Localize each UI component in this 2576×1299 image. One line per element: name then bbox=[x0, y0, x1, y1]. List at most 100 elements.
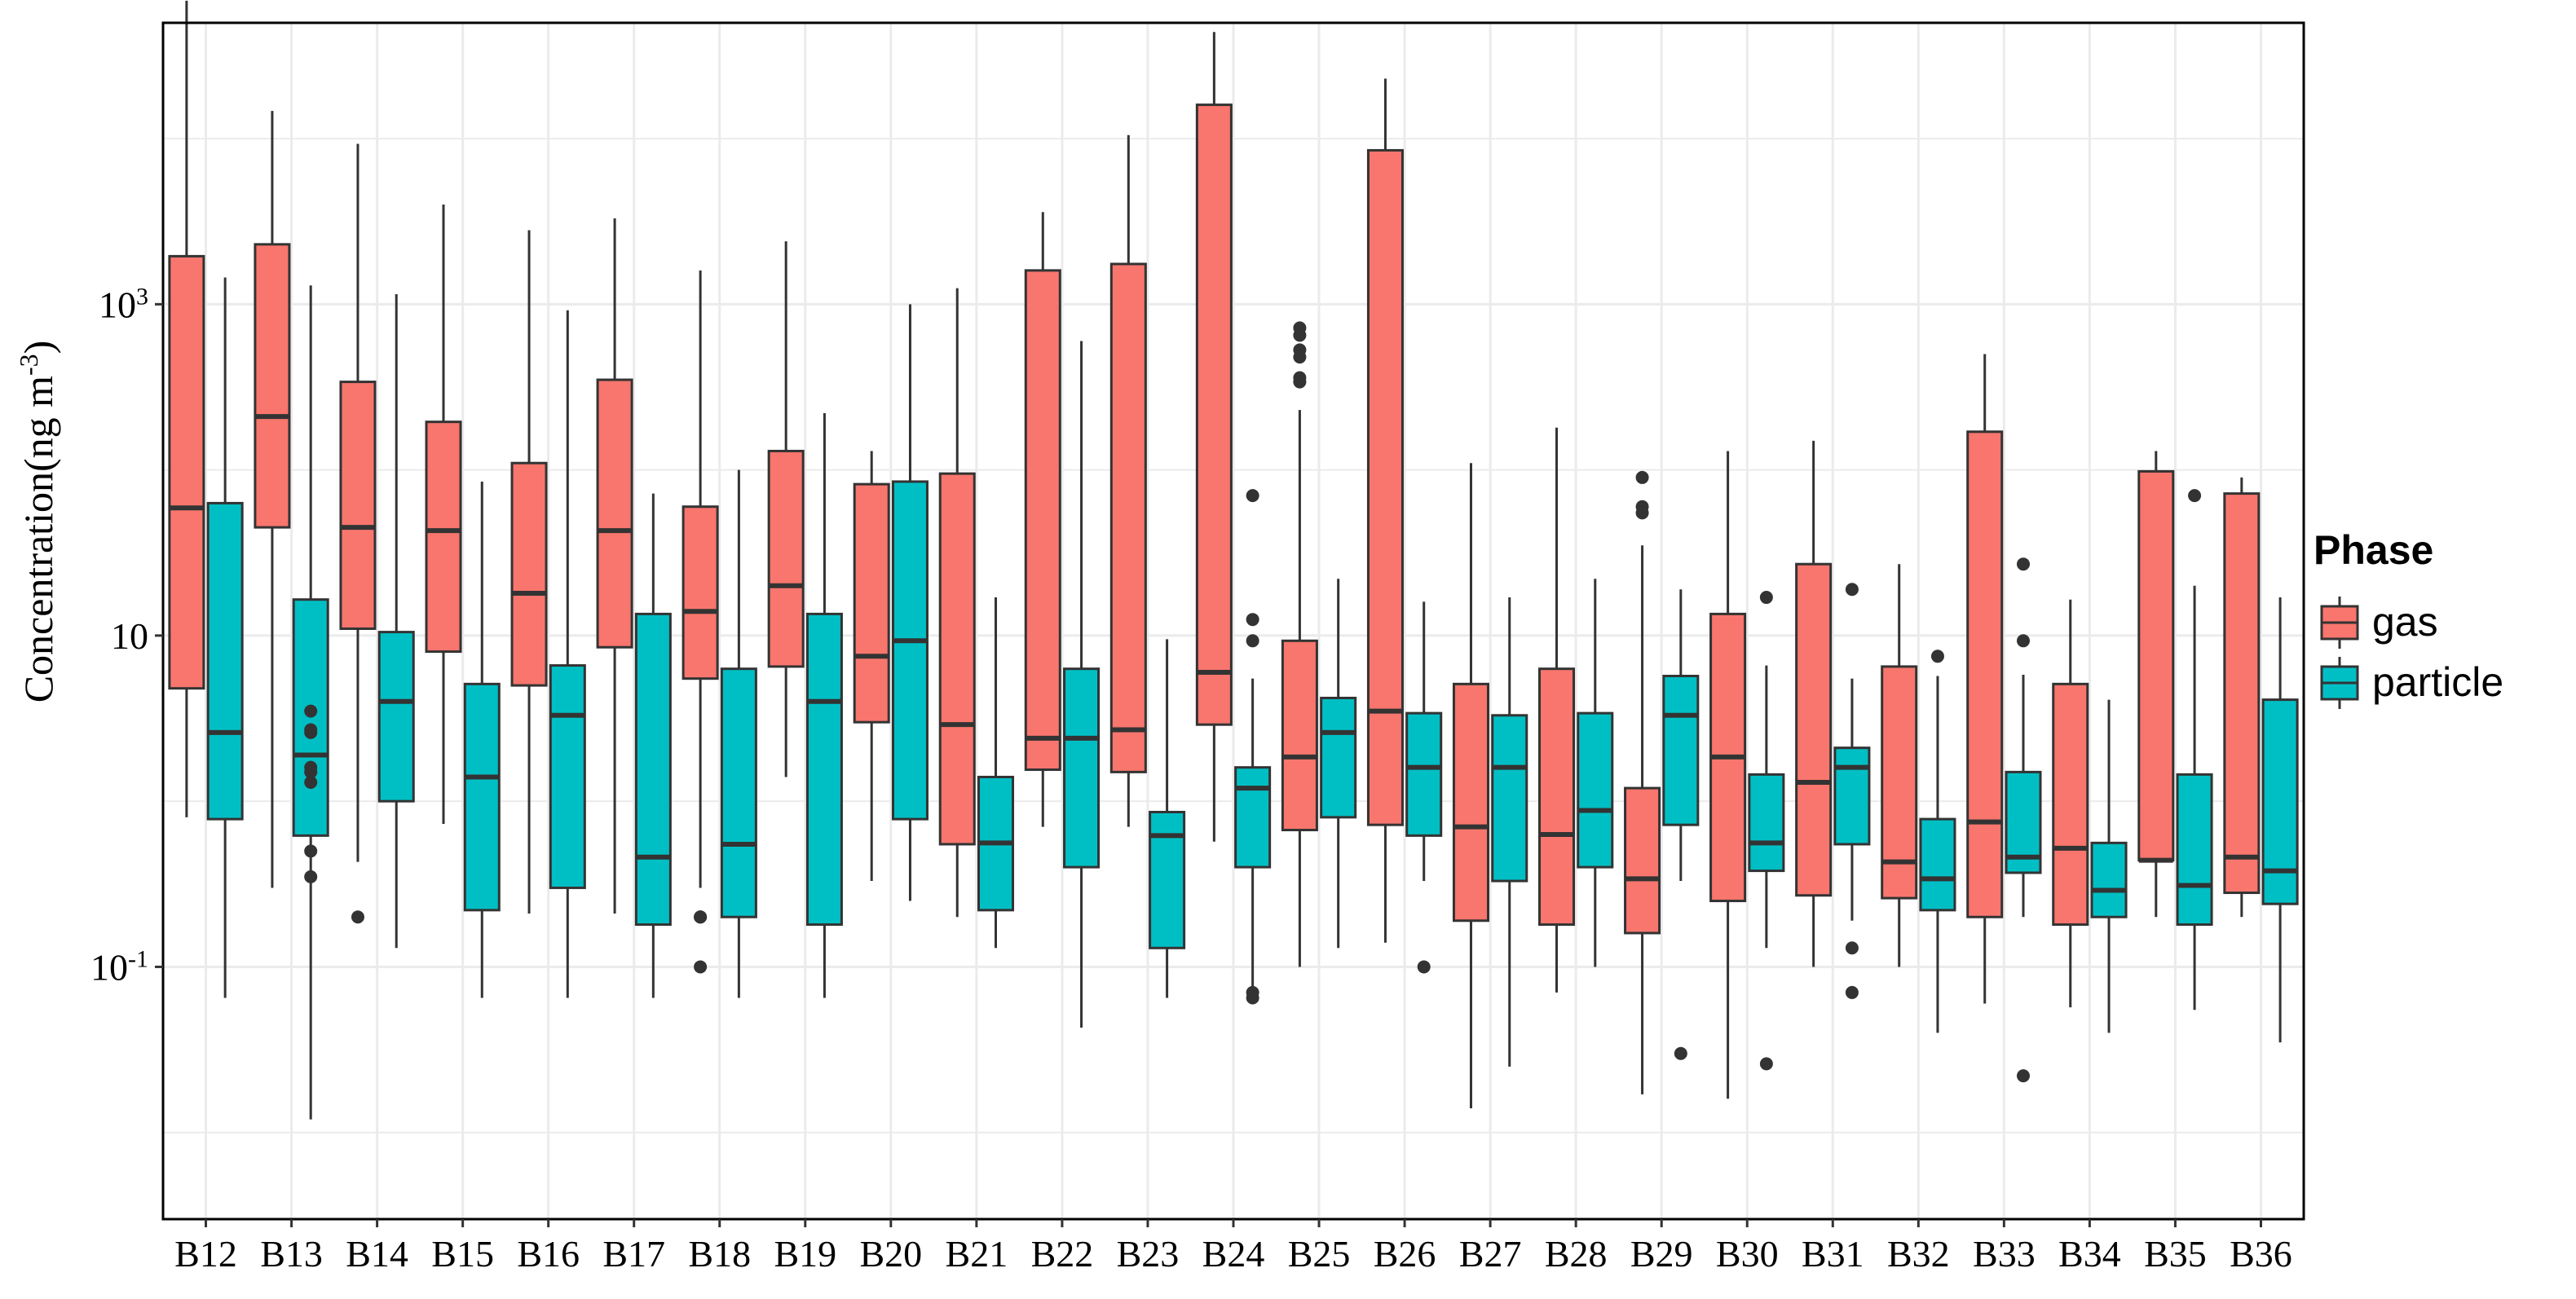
box-iqr bbox=[767, 449, 805, 668]
box-gas-B12 bbox=[168, 0, 205, 817]
box-iqr bbox=[1577, 711, 1614, 869]
outlier-point bbox=[1635, 506, 1649, 520]
outlier-point bbox=[351, 910, 364, 924]
box-gas-B22 bbox=[1024, 212, 1061, 827]
box-particle-B34 bbox=[2090, 699, 2128, 1033]
box-gas-B16 bbox=[510, 230, 548, 914]
outlier-point bbox=[2188, 489, 2202, 503]
box-gas-B21 bbox=[938, 288, 976, 918]
box-iqr bbox=[254, 243, 291, 529]
legend-entry-particle: particle bbox=[2320, 657, 2503, 709]
x-tick-label: B23 bbox=[1117, 1233, 1180, 1275]
box-iqr bbox=[596, 378, 633, 649]
box-particle-B27 bbox=[1491, 597, 1528, 1067]
box-particle-B31 bbox=[1833, 583, 1871, 999]
box-iqr bbox=[634, 612, 672, 927]
outlier-point bbox=[1293, 375, 1307, 389]
box-gas-B13 bbox=[254, 111, 291, 888]
outlier-point bbox=[304, 844, 318, 858]
box-iqr bbox=[510, 461, 548, 687]
box-particle-B32 bbox=[1919, 650, 1956, 1033]
legend: Phase gas particle bbox=[2314, 527, 2503, 709]
x-tick-label: B22 bbox=[1031, 1233, 1094, 1275]
box-gas-B31 bbox=[1795, 440, 1833, 967]
box-gas-B23 bbox=[1109, 134, 1147, 827]
outlier-point bbox=[1845, 583, 1859, 597]
x-tick-label: B33 bbox=[1973, 1233, 2036, 1275]
box-gas-B18 bbox=[681, 270, 719, 974]
box-iqr bbox=[549, 664, 586, 889]
box-iqr bbox=[168, 254, 205, 690]
x-tick-label: B12 bbox=[174, 1233, 237, 1275]
box-particle-B36 bbox=[2261, 597, 2299, 1043]
outlier-point bbox=[1635, 470, 1649, 484]
box-iqr bbox=[1795, 562, 1833, 897]
outlier-point bbox=[2016, 634, 2030, 648]
outlier-point bbox=[694, 960, 708, 974]
outlier-point bbox=[1417, 960, 1431, 974]
box-iqr bbox=[1149, 810, 1186, 949]
y-axis-label: Concentration(ng m-3) bbox=[14, 341, 61, 703]
box-particle-B19 bbox=[805, 413, 843, 998]
box-particle-B26 bbox=[1405, 601, 1443, 974]
box-iqr bbox=[2176, 773, 2213, 927]
x-tick-label: B28 bbox=[1545, 1233, 1608, 1275]
box-gas-B20 bbox=[853, 451, 890, 882]
box-gas-B27 bbox=[1452, 463, 1489, 1109]
box-iqr bbox=[1624, 786, 1661, 935]
x-tick-label: B15 bbox=[431, 1233, 494, 1275]
outlier-point bbox=[1759, 1057, 1773, 1071]
box-iqr bbox=[938, 472, 976, 846]
legend-label-gas: gas bbox=[2372, 599, 2438, 645]
box-iqr bbox=[1405, 711, 1443, 837]
box-particle-B12 bbox=[206, 277, 244, 998]
x-tick-label: B18 bbox=[688, 1233, 751, 1275]
x-tick-label: B29 bbox=[1630, 1233, 1693, 1275]
x-tick-label: B36 bbox=[2230, 1233, 2292, 1275]
outlier-point bbox=[304, 870, 318, 883]
outlier-point bbox=[2016, 557, 2030, 571]
outlier-point bbox=[304, 760, 318, 774]
box-iqr bbox=[1024, 269, 1061, 771]
box-iqr bbox=[1748, 773, 1785, 873]
x-tick-label: B14 bbox=[346, 1233, 408, 1275]
outlier-point bbox=[304, 704, 318, 718]
x-tick-label: B17 bbox=[602, 1233, 665, 1275]
box-gas-B14 bbox=[339, 143, 377, 924]
y-tick-label: 103 bbox=[99, 283, 148, 326]
box-iqr bbox=[1491, 714, 1528, 883]
box-particle-B21 bbox=[977, 597, 1015, 949]
box-particle-B29 bbox=[1662, 589, 1700, 1060]
outlier-point bbox=[1293, 350, 1307, 364]
box-particle-B22 bbox=[1063, 341, 1101, 1028]
box-iqr bbox=[1452, 682, 1489, 923]
outlier-point bbox=[1246, 634, 1259, 648]
legend-label-particle: particle bbox=[2372, 659, 2503, 705]
outlier-point bbox=[304, 723, 318, 737]
box-iqr bbox=[681, 505, 719, 680]
box-particle-B35 bbox=[2176, 489, 2213, 1011]
box-iqr bbox=[2137, 469, 2175, 862]
y-tick-label: 10 bbox=[111, 615, 148, 657]
outlier-point bbox=[1293, 321, 1307, 335]
x-tick-label: B26 bbox=[1374, 1233, 1436, 1275]
box-particle-B16 bbox=[549, 310, 586, 998]
box-particle-B23 bbox=[1149, 639, 1186, 998]
box-iqr bbox=[805, 612, 843, 927]
outlier-point bbox=[1845, 941, 1859, 955]
box-iqr bbox=[2223, 492, 2261, 895]
box-gas-B33 bbox=[1966, 354, 2004, 1004]
x-tick-label: B20 bbox=[859, 1233, 922, 1275]
box-iqr bbox=[206, 501, 244, 821]
box-particle-B25 bbox=[1320, 579, 1357, 949]
y-tick-label: 10-1 bbox=[90, 945, 148, 989]
outlier-point bbox=[1930, 650, 1944, 663]
box-gas-B17 bbox=[596, 218, 633, 914]
box-iqr bbox=[1662, 675, 1700, 826]
box-particle-B14 bbox=[377, 294, 415, 949]
box-particle-B20 bbox=[891, 304, 929, 901]
box-particle-B17 bbox=[634, 493, 672, 998]
box-gas-B34 bbox=[2052, 599, 2089, 1008]
legend-title: Phase bbox=[2314, 527, 2433, 573]
